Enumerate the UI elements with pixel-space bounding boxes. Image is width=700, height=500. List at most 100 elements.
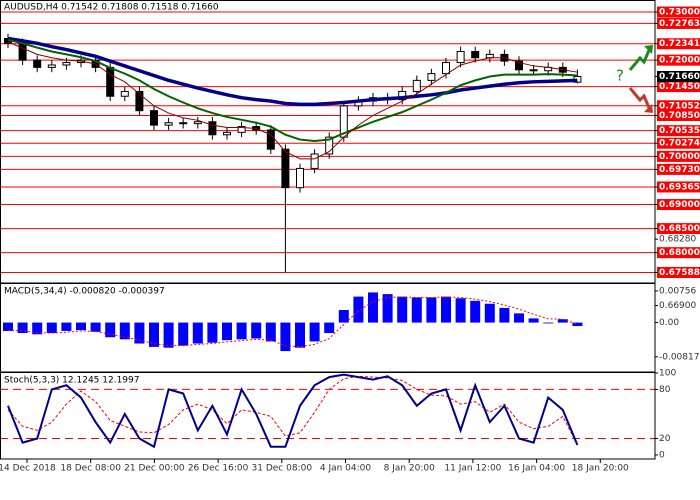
- candle-body: [515, 60, 523, 71]
- macd-bar: [309, 322, 320, 342]
- macd-bar: [470, 300, 481, 323]
- candle-body: [150, 110, 158, 126]
- level-label-bg: [657, 38, 700, 50]
- last-price-bg: [657, 71, 700, 83]
- macd-bar: [192, 322, 203, 344]
- y-tick-label: 0.00756: [659, 286, 696, 296]
- y-tick-label: 80: [659, 385, 671, 395]
- level-label-bg: [657, 81, 700, 93]
- candle-body: [281, 148, 290, 189]
- level-label: 0.68500: [659, 224, 700, 234]
- candle-body: [471, 50, 480, 59]
- macd-bar: [426, 297, 437, 323]
- candle-body: [33, 59, 42, 68]
- y-tick-label: 0.00: [659, 318, 679, 328]
- stoch-panel: [0, 373, 655, 449]
- level-label-bg: [657, 266, 700, 278]
- moving-average: [7, 41, 578, 160]
- x-tick-label: 11 Jan 12:00: [444, 464, 501, 474]
- question-mark: ?: [616, 67, 624, 85]
- candle-body: [237, 126, 246, 133]
- macd-bar: [324, 322, 335, 334]
- macd-bar: [134, 322, 145, 344]
- macd-bar: [251, 322, 262, 339]
- level-label: 0.70000: [659, 152, 700, 162]
- macd-bar: [397, 296, 408, 323]
- macd-bar: [149, 322, 159, 347]
- candle-body: [529, 69, 538, 72]
- chart-title: AUDUSD,H4 0.71542 0.71808 0.71518 0.7166…: [4, 3, 219, 13]
- candle-body: [193, 121, 202, 125]
- stoch-main: [7, 373, 579, 449]
- stoch-signal: [7, 375, 578, 446]
- stoch-title: Stoch(5,3,3) 12.1245 12.1997: [4, 376, 139, 386]
- macd-bar: [119, 322, 130, 340]
- candle-body: [164, 122, 173, 126]
- last-price-label: 0.71660: [659, 72, 700, 82]
- macd-bar: [265, 322, 276, 342]
- level-label-bg: [657, 125, 700, 137]
- level-label-bg: [657, 137, 700, 149]
- level-label: 0.68000: [659, 248, 700, 258]
- candle-body: [106, 66, 115, 97]
- level-label-bg: [657, 223, 700, 235]
- level-label-bg: [657, 163, 700, 175]
- y-tick-label: 0.66900: [659, 301, 696, 311]
- y-tick-label: 20: [659, 434, 671, 444]
- level-label-bg: [657, 54, 700, 66]
- macd-title: MACD(5,34,4) -0.000820 -0.000397: [4, 287, 165, 297]
- level-label-bg: [657, 110, 700, 121]
- x-tick-label: 26 Dec 16:00: [188, 464, 249, 474]
- macd-bar: [295, 322, 305, 348]
- macd-bar: [338, 310, 349, 323]
- macd-bar: [76, 322, 86, 331]
- macd-bar: [411, 297, 422, 323]
- macd-bar: [514, 313, 524, 323]
- level-label: 0.71052: [659, 101, 700, 111]
- level-label-bg: [657, 17, 700, 29]
- macd-bar: [557, 319, 568, 323]
- x-tick-label: 8 Jan 20:00: [384, 464, 436, 474]
- candle-body: [427, 73, 436, 81]
- y-tick-label: 0: [659, 450, 665, 460]
- macd-bar: [455, 298, 466, 323]
- level-label: 0.71450: [659, 82, 700, 92]
- macd-bar: [280, 322, 291, 352]
- candle-body: [310, 153, 319, 169]
- macd-bar: [163, 322, 174, 348]
- candle-body: [208, 121, 217, 136]
- moving-average: [7, 36, 578, 107]
- macd-bar: [3, 322, 13, 331]
- macd-bar: [61, 322, 72, 331]
- level-label: 0.73000: [659, 8, 700, 18]
- level-label-bg: [657, 199, 700, 211]
- candle-body: [456, 50, 465, 64]
- candle-body: [135, 90, 144, 112]
- macd-bar: [353, 296, 364, 323]
- candle-body: [223, 131, 231, 136]
- candle-body: [325, 136, 334, 155]
- macd-bar: [484, 303, 495, 323]
- candle-body: [62, 62, 71, 66]
- candle-body: [398, 90, 407, 101]
- macd-bar: [105, 322, 116, 338]
- level-label-bg: [657, 6, 700, 18]
- macd-bar: [382, 294, 393, 323]
- candle-body: [412, 79, 421, 92]
- level-label: 0.69730: [659, 165, 700, 175]
- level-label: 0.67588: [659, 268, 700, 278]
- level-label: 0.70850: [659, 111, 700, 121]
- macd-bar: [572, 322, 583, 327]
- level-label: 0.70274: [659, 139, 700, 149]
- x-tick-label: 16 Jan 04:00: [508, 464, 565, 474]
- level-label: 0.69365: [659, 182, 700, 192]
- candle-body: [485, 53, 494, 59]
- level-label-bg: [657, 247, 700, 259]
- x-tick-label: 18 Dec 08:00: [60, 464, 121, 474]
- y-tick-label: 100: [659, 369, 676, 379]
- candle-body: [442, 62, 450, 75]
- candle-body: [296, 167, 304, 189]
